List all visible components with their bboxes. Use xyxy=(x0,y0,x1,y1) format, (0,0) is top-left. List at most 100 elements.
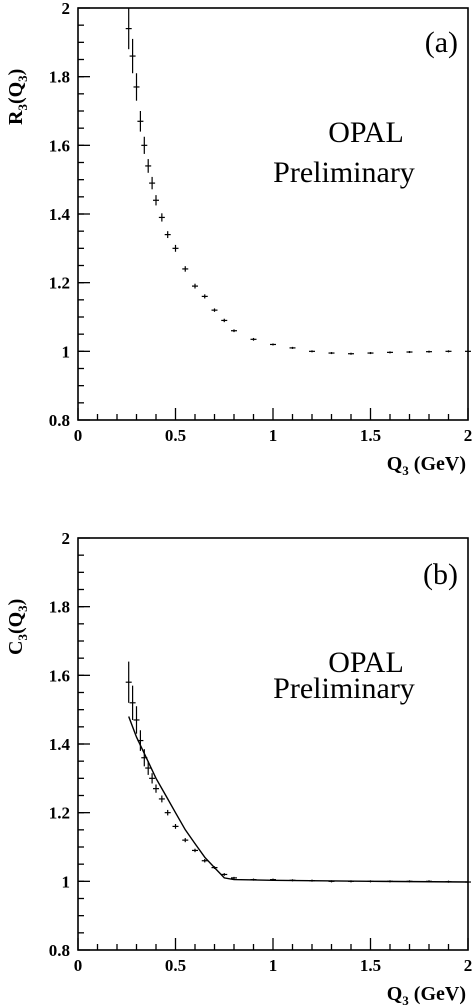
x-axis-label-a: Q3 (GeV) xyxy=(387,453,466,478)
data-point xyxy=(348,880,354,883)
data-point xyxy=(141,136,148,154)
data-point xyxy=(137,111,144,132)
data-point xyxy=(137,730,144,751)
x-tick-label: 1.5 xyxy=(360,426,381,445)
data-point xyxy=(250,878,257,881)
annotation-preliminary-b: Preliminary xyxy=(273,672,415,705)
data-point xyxy=(201,294,208,299)
data-point xyxy=(367,352,374,355)
data-point xyxy=(125,8,132,50)
fit-curve-b xyxy=(128,716,469,883)
y-tick-label: 1.4 xyxy=(49,735,71,754)
data-point xyxy=(158,213,165,222)
panel-b: 0 0.5 1 1.5 2 0.8 1 1.2 1.4 1.6 1.8 2 (b) OPAL Prel… xyxy=(5,529,472,1008)
data-point xyxy=(231,876,237,879)
data-point xyxy=(250,337,257,341)
plot-frame-b xyxy=(77,537,469,951)
data-point xyxy=(270,343,276,346)
panel-label-b: (b) xyxy=(423,558,458,591)
data-point xyxy=(387,351,393,354)
y-tick-label: 0.8 xyxy=(49,941,70,960)
data-point xyxy=(145,159,152,173)
data-point xyxy=(387,880,393,883)
data-point xyxy=(289,879,296,882)
y-axis-label-b: C3(Q3) xyxy=(5,599,30,655)
data-point xyxy=(164,231,171,239)
annotation-opal-b: OPAL xyxy=(328,646,404,679)
x-tick-label: 0.5 xyxy=(165,956,186,975)
y-axis-label-a: R3(Q3) xyxy=(5,69,30,125)
data-point xyxy=(133,73,140,101)
y-tick-label: 2 xyxy=(62,0,71,18)
data-point xyxy=(465,350,471,353)
plot-frame-a xyxy=(77,7,469,421)
data-point xyxy=(445,880,452,883)
x-tick-label: 0 xyxy=(74,956,83,975)
data-point xyxy=(221,873,228,876)
y-tick-label: 1.2 xyxy=(49,804,70,823)
data-point xyxy=(192,848,198,853)
data-point xyxy=(141,749,148,767)
x-tick-label: 2 xyxy=(464,426,473,445)
data-point xyxy=(328,880,335,883)
panel-a: 0 0.5 1 1.5 2 0.8 1 1.2 1.4 1.6 1.8 2 (a) OPAL Prel… xyxy=(5,0,472,478)
data-point xyxy=(145,761,152,775)
data-points-a xyxy=(125,8,471,355)
data-point xyxy=(231,329,237,333)
x-axis-label-b: Q3 (GeV) xyxy=(387,983,466,1008)
data-point xyxy=(149,176,156,190)
axis-ticks-a: 0 0.5 1 1.5 2 0.8 1 1.2 1.4 1.6 1.8 2 xyxy=(49,0,473,445)
data-point xyxy=(309,879,315,882)
data-points-b xyxy=(125,661,471,884)
data-point xyxy=(182,266,189,272)
data-point xyxy=(149,773,156,784)
data-point xyxy=(348,352,354,355)
y-tick-label: 1.6 xyxy=(49,666,70,685)
data-point xyxy=(158,795,165,803)
data-point xyxy=(172,823,179,829)
panel-label-a: (a) xyxy=(425,26,458,59)
annotation-opal-a: OPAL xyxy=(328,116,404,149)
x-tick-label: 1 xyxy=(269,956,278,975)
axis-ticks-b: 0 0.5 1 1.5 2 0.8 1 1.2 1.4 1.6 1.8 2 xyxy=(49,529,473,975)
data-point xyxy=(426,880,432,883)
x-tick-label: 0 xyxy=(74,426,83,445)
data-point xyxy=(153,195,159,206)
y-tick-label: 2 xyxy=(62,529,71,548)
data-point xyxy=(426,350,432,353)
y-tick-label: 1.8 xyxy=(49,598,70,617)
data-point xyxy=(201,859,208,863)
data-point xyxy=(328,352,335,355)
y-tick-label: 1.8 xyxy=(49,68,70,87)
data-point xyxy=(125,661,132,703)
data-point xyxy=(221,318,228,323)
x-tick-label: 2 xyxy=(464,956,473,975)
x-tick-label: 1 xyxy=(269,426,278,445)
annotation-preliminary-a: Preliminary xyxy=(273,156,415,189)
data-point xyxy=(445,350,452,353)
data-point xyxy=(367,880,374,883)
data-point xyxy=(164,809,171,816)
data-point xyxy=(129,685,136,720)
data-point xyxy=(270,878,276,881)
data-point xyxy=(129,38,136,74)
y-tick-label: 1 xyxy=(62,342,71,361)
data-point xyxy=(182,838,189,843)
data-point xyxy=(192,283,198,289)
y-tick-label: 1.6 xyxy=(49,136,70,155)
data-point xyxy=(211,866,218,869)
data-point xyxy=(406,880,413,883)
y-tick-label: 1.2 xyxy=(49,274,70,293)
data-point xyxy=(406,350,413,354)
data-point xyxy=(153,784,159,793)
y-tick-label: 1.4 xyxy=(49,205,71,224)
y-tick-label: 1 xyxy=(62,872,71,891)
data-point xyxy=(289,346,296,349)
data-point xyxy=(133,706,140,734)
data-point xyxy=(211,308,218,312)
data-point xyxy=(172,244,179,252)
data-point xyxy=(465,880,471,884)
x-tick-label: 1.5 xyxy=(360,956,381,975)
data-point xyxy=(309,350,315,353)
